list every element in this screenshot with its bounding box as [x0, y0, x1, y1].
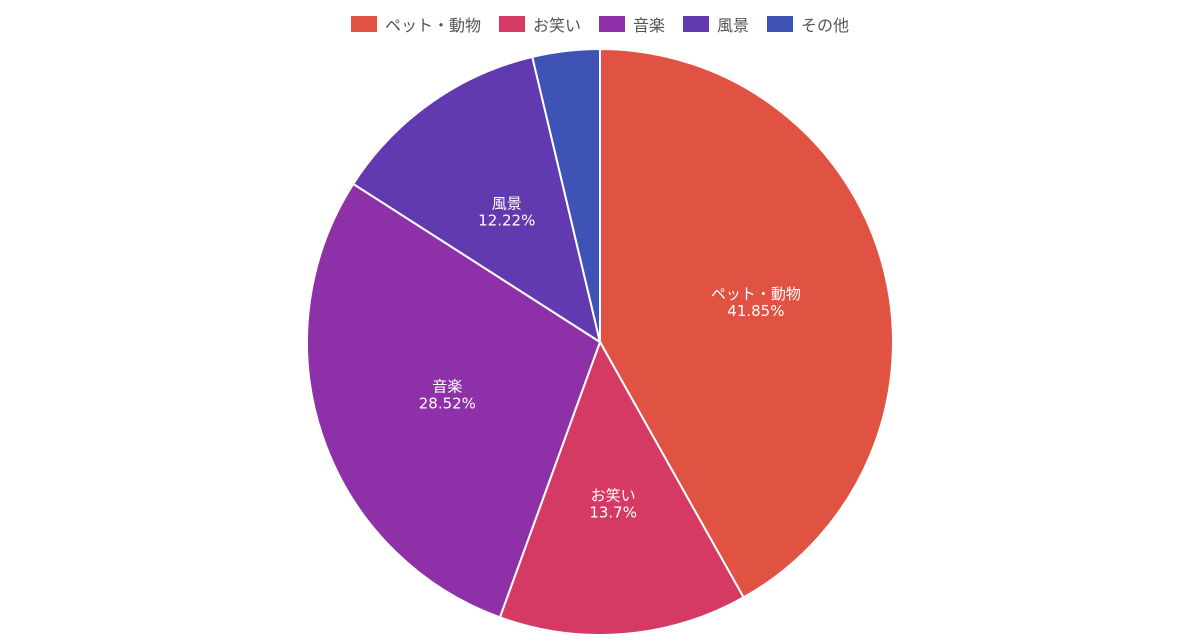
pie-slice[interactable]	[599, 47, 894, 599]
slice-value-label: 12.22%	[478, 212, 535, 230]
legend-item[interactable]: お笑い	[498, 12, 581, 36]
slice-category-label: 風景	[492, 195, 522, 213]
legend-swatch	[598, 16, 625, 32]
legend-swatch	[767, 16, 794, 32]
legend-label: ペット・動物	[384, 16, 481, 35]
pie-slice[interactable]	[351, 55, 602, 345]
legend-label: お笑い	[532, 16, 581, 35]
legend-swatch	[350, 16, 377, 32]
legend-item[interactable]: その他	[767, 12, 849, 36]
legend-item[interactable]: ペット・動物	[350, 12, 481, 36]
legend-swatch	[683, 16, 709, 32]
legend-item[interactable]: 風景	[683, 12, 749, 36]
slice-category-label: お笑い	[591, 487, 636, 505]
slice-value-label: 41.85%	[727, 302, 784, 320]
pie-slice[interactable]	[531, 47, 601, 343]
legend-swatch	[498, 16, 525, 32]
legend-label: その他	[801, 16, 850, 35]
slice-category-label: 音楽	[432, 378, 462, 396]
slice-value-label: 13.7%	[589, 504, 637, 522]
pie-slice[interactable]	[306, 182, 602, 619]
legend-label: 風景	[717, 16, 750, 35]
slice-category-label: ペット・動物	[711, 285, 801, 303]
legend-item[interactable]: 音楽	[598, 12, 665, 36]
pie-slice[interactable]	[498, 339, 745, 636]
slice-value-label: 28.52%	[419, 395, 476, 413]
chart-legend: ペット・動物 お笑い 音楽 風景 その他	[0, 12, 1200, 36]
legend-label: 音楽	[632, 16, 665, 35]
